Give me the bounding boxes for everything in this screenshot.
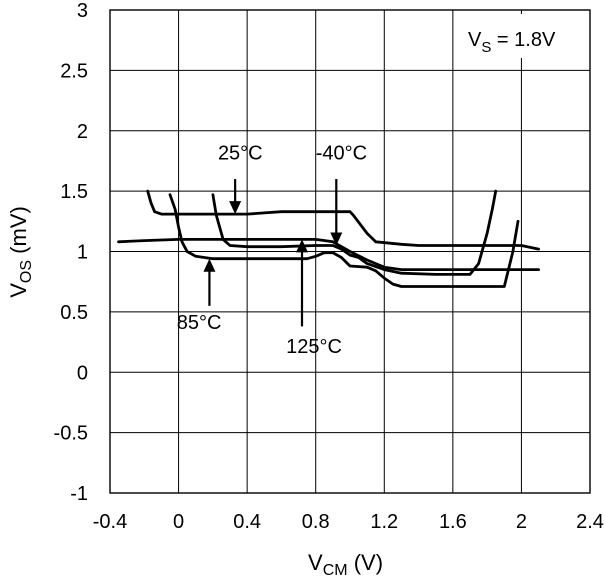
x-tick-label-minus0p4: -0.4	[93, 511, 127, 533]
annotation-label-25c: 25°C	[218, 143, 263, 165]
y-tick-label-1p5: 1.5	[60, 181, 88, 203]
annotation-layer: 25°C -40°C 85°C 125°C	[177, 143, 367, 358]
y-tick-label-2p5: 2.5	[60, 60, 88, 82]
supply-condition-label: VS = 1.8V	[468, 29, 556, 56]
tick-label-layer: -0.4 0 0.4 0.8 1.2 1.6 2 2.4 -1 -0.5 0 0.5 1 1.5 2 2.5 3	[54, 0, 604, 533]
y-tick-label-0: 0	[77, 362, 88, 384]
series-line-25c	[146, 189, 540, 251]
condition-box	[458, 14, 582, 58]
x-tick-label-2p4: 2.4	[576, 511, 604, 533]
y-tick-label-1: 1	[77, 242, 88, 264]
x-tick-label-1p2: 1.2	[370, 511, 398, 533]
x-tick-label-1p6: 1.6	[439, 511, 467, 533]
x-tick-label-0p4: 0.4	[233, 511, 261, 533]
annotation-arrowhead-minus40c	[330, 232, 343, 246]
annotation-label-125c: 125°C	[286, 336, 342, 358]
y-tick-label-3: 3	[77, 0, 88, 22]
y-tick-label-2: 2	[77, 121, 88, 143]
x-tick-label-0: 0	[173, 511, 184, 533]
x-tick-label-2: 2	[516, 511, 527, 533]
series-line-85c	[168, 193, 520, 288]
annotation-arrowhead-85c	[203, 258, 216, 272]
series-layer	[117, 189, 540, 288]
x-axis-title: VCM (V)	[308, 550, 383, 578]
annotation-label-85c: 85°C	[177, 312, 222, 334]
series-line-125c	[117, 238, 540, 271]
y-tick-label-minus0p5: -0.5	[54, 423, 88, 445]
x-tick-label-0p8: 0.8	[302, 511, 330, 533]
annotation-label-minus40c: -40°C	[316, 143, 367, 165]
annotation-arrowhead-125c	[296, 239, 308, 253]
y-axis-title: VOS (mV)	[6, 206, 35, 298]
y-tick-label-minus1: -1	[70, 483, 88, 505]
annotation-arrowhead-25c	[229, 201, 242, 215]
series-line-minus40c	[211, 189, 498, 276]
y-tick-label-0p5: 0.5	[60, 302, 88, 324]
